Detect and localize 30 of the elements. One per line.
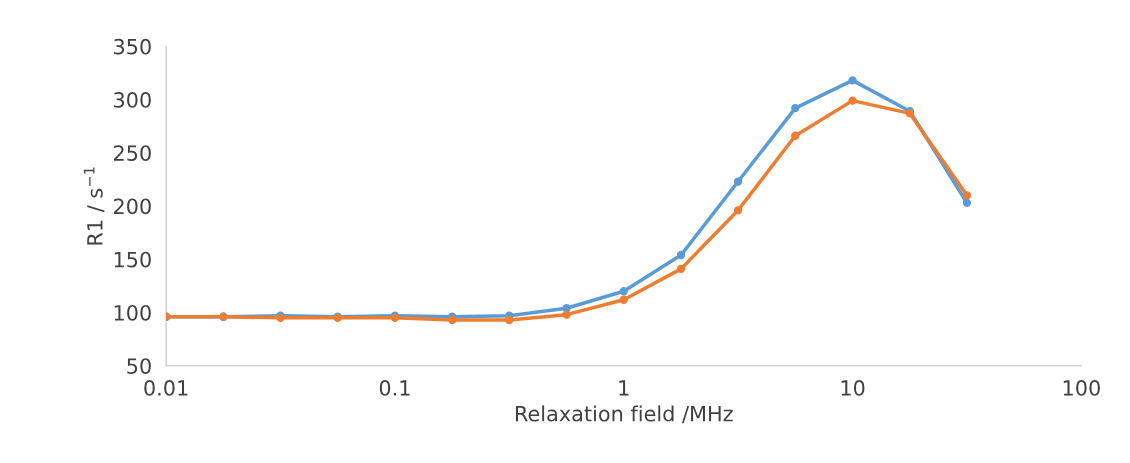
x-tick-label: 100	[1063, 380, 1100, 396]
y-tick-label: 300	[114, 92, 151, 108]
y-tick-label: 200	[113, 198, 151, 215]
point	[676, 264, 686, 274]
point	[562, 310, 571, 319]
y-axis-title: R1 / s$^{−1}$	[83, 167, 105, 245]
point	[733, 177, 743, 186]
point	[791, 103, 800, 113]
x-axis-title: Relaxation field /MHz	[515, 405, 733, 424]
point	[848, 76, 857, 85]
point	[562, 304, 571, 313]
point	[619, 287, 628, 296]
y-tick-label: 350	[114, 38, 151, 55]
y-tick-label: 50	[127, 358, 151, 374]
y-tick-label: 150	[114, 251, 151, 268]
point	[848, 96, 857, 105]
x-tick-label: 0.01	[144, 380, 188, 396]
point	[791, 131, 800, 140]
x-tick-label: 10	[841, 380, 865, 396]
point	[733, 206, 743, 215]
x-tick-label: 1	[619, 380, 629, 396]
point	[448, 315, 457, 325]
point	[505, 315, 514, 325]
point	[619, 295, 628, 304]
x-tick-label: 0.1	[379, 380, 410, 396]
point	[676, 250, 686, 260]
y-tick-label: 100	[114, 304, 151, 321]
point	[962, 191, 972, 200]
point	[962, 198, 972, 208]
y-tick-label: 250	[113, 145, 151, 161]
